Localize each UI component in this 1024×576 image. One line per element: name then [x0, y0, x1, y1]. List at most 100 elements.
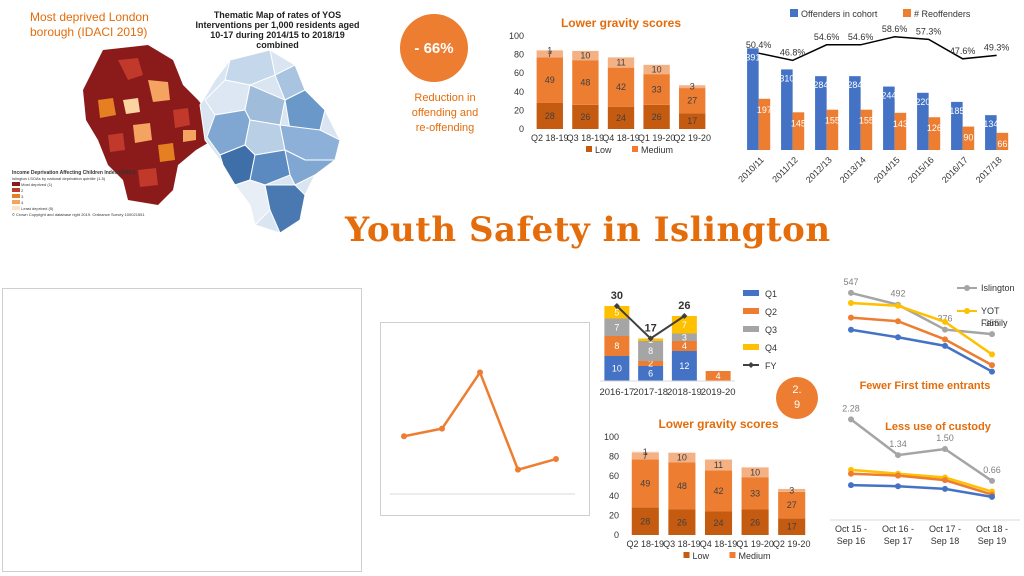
offenders-data-label: 391: [745, 52, 760, 62]
offenders-data-label: 244: [881, 91, 896, 101]
rate-data-label: 47.6%: [950, 46, 976, 56]
offenders-bar: [985, 115, 997, 150]
segment-data-label: 4: [682, 341, 687, 351]
stack-segment: [638, 341, 664, 361]
rate-data-label: 54.6%: [848, 32, 874, 42]
series-data-label: 2.28: [842, 403, 860, 413]
bar-data-label: 33: [750, 488, 760, 498]
segment-data-label: 2: [648, 359, 653, 369]
fy-marker: [613, 303, 620, 309]
bar-data-label: 11: [714, 460, 723, 470]
x-tick-label: Q3 18-19: [567, 133, 605, 143]
segment-data-label: 12: [679, 361, 689, 371]
bar-data-label: 24: [713, 518, 723, 528]
series-line: [850, 328, 993, 373]
y-tick-label: 100: [509, 31, 524, 41]
segment-data-label: 5: [614, 307, 619, 317]
fy-data-label: 30: [611, 290, 623, 302]
bar-data-label: 28: [545, 111, 555, 121]
reoffenders-data-label: 197: [757, 105, 772, 115]
data-point: [942, 477, 948, 484]
idaci-legend-item: 2: [12, 188, 152, 194]
bar-segment: [741, 477, 769, 510]
data-point: [989, 493, 995, 500]
data-point: [895, 452, 901, 459]
bar-segment: [607, 106, 635, 129]
segment-data-label: 7: [614, 322, 619, 332]
bar-data-label: 28: [640, 516, 650, 526]
offenders-data-label: 284: [847, 80, 862, 90]
rate-data-label: 50.4%: [746, 40, 772, 50]
stack-segment: [671, 341, 697, 351]
y-tick-label: 20: [609, 510, 619, 520]
legend-swatch: [903, 9, 911, 17]
series-line: [850, 483, 993, 499]
legend-label: Q2: [765, 307, 777, 317]
bar-data-label: 10: [677, 453, 687, 463]
legend-marker: [964, 308, 970, 314]
data-point: [989, 477, 995, 484]
x-tick-label: 2017/18: [974, 155, 1004, 185]
data-point: [989, 331, 995, 338]
idaci-legend-sub: Islington LSOAs by national deprivation …: [12, 176, 106, 181]
segment-data-label: 6: [648, 369, 653, 379]
annotation-label: Fewer First time entrants: [860, 380, 991, 392]
kpi-value: - 66%: [414, 39, 454, 57]
idaci-legend-item: 3: [12, 194, 152, 200]
orange-badge: 2.9: [776, 377, 818, 419]
data-point: [989, 362, 995, 369]
data-point: [942, 336, 948, 343]
reoffenders-bar: [894, 112, 907, 150]
y-tick-label: 0: [519, 124, 524, 134]
rate-data-label: 54.6%: [814, 32, 840, 42]
fte-quarters-chart: 108752016-1762812017-18124372018-1942019…: [599, 289, 777, 398]
offenders-bar: [781, 69, 793, 150]
reoffenders-bar: [792, 112, 805, 150]
bar-segment: [679, 113, 706, 129]
legend-label: Medium: [641, 145, 673, 155]
y-tick-label: 0: [614, 530, 619, 540]
data-point: [895, 334, 901, 341]
bar-data-label: 26: [750, 517, 760, 527]
legend-swatch: [729, 552, 736, 558]
data-point: [942, 446, 948, 452]
data-point: [895, 302, 901, 309]
small-line-chart: [390, 369, 575, 495]
data-point: [895, 472, 901, 479]
reoffenders-bar: [928, 117, 941, 150]
chart-title: Lower gravity scores: [658, 417, 778, 431]
reoffenders-bar: [758, 98, 771, 150]
fy-data-label: 26: [678, 300, 690, 312]
x-tick-label: 2011/12: [770, 155, 800, 185]
data-point: [895, 318, 901, 325]
bar-segment: [668, 452, 696, 463]
data-point: [848, 300, 854, 306]
x-tick-label: Q3 18-19: [663, 539, 701, 549]
bar-data-label: 26: [677, 517, 687, 527]
y-tick-label: 100: [604, 432, 619, 442]
legend-label: Q3: [765, 325, 777, 335]
segment-data-label: 4: [716, 371, 721, 381]
legend-label: Low: [595, 145, 612, 155]
x-tick-label: Oct 15 -: [835, 524, 867, 534]
islington-yot-chart: 547 492 376 355 2.28 1.34 1.50 0.66 Oct 15 - Sep …: [830, 278, 1020, 546]
legend-label: Offenders in cohort: [801, 9, 878, 19]
fy-marker: [647, 335, 654, 342]
series-data-label: 492: [890, 289, 905, 299]
data-point: [942, 485, 948, 492]
offenders-bar: [917, 92, 929, 150]
x-tick-label: Sep 17: [884, 536, 913, 546]
segment-data-label: 7: [682, 320, 687, 330]
data-point: [439, 425, 445, 432]
series-line: [850, 301, 993, 356]
x-tick-label: Oct 18 -: [976, 524, 1008, 534]
bar-segment: [572, 50, 599, 61]
series-line: [850, 291, 993, 336]
segment-data-label: 8: [648, 346, 653, 356]
rate-data-label: 46.8%: [780, 47, 806, 57]
bar-data-label: 17: [787, 522, 797, 532]
bar-segment: [643, 64, 670, 75]
legend-label: FY: [765, 361, 777, 371]
legend-marker: [748, 362, 754, 368]
slide-title: Youth Safety in Islington: [345, 210, 831, 250]
